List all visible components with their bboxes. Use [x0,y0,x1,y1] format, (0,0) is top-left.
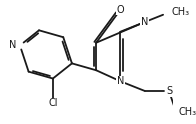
Text: CH₃: CH₃ [179,107,196,117]
Text: Cl: Cl [48,98,58,108]
Text: N: N [117,76,124,86]
Text: N: N [9,40,17,50]
Text: O: O [117,5,124,15]
Text: N: N [141,17,148,27]
Text: CH₃: CH₃ [172,7,190,17]
Text: S: S [166,86,172,96]
